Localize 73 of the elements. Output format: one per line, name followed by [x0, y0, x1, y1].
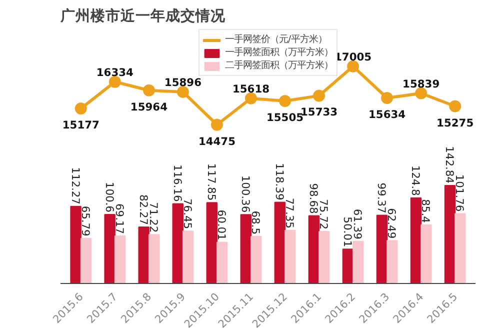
- data-label: 100.36: [238, 175, 252, 213]
- point: [108, 76, 121, 88]
- point: [244, 92, 257, 104]
- data-label: 15896: [164, 76, 202, 89]
- legend-label: 一手网签价（元/平方米）: [225, 33, 328, 46]
- legend-label: 一手网签面积（万平方米）: [225, 46, 333, 59]
- data-label: 124.8: [408, 165, 422, 196]
- data-label: 100.6: [102, 182, 116, 213]
- data-label: 16334: [96, 66, 134, 79]
- data-label: 99.37: [374, 182, 388, 214]
- point: [142, 84, 155, 96]
- bar: [454, 213, 466, 284]
- bar: [308, 215, 320, 284]
- bar: [240, 214, 252, 284]
- bar: [352, 240, 364, 284]
- data-label: 15618: [232, 82, 270, 96]
- legend-label: 二手网签面积（万平方米）: [225, 59, 333, 72]
- bar: [318, 231, 330, 284]
- point: [415, 87, 428, 100]
- data-label: 112.27: [68, 167, 82, 204]
- data-label: 15964: [130, 100, 168, 114]
- bar: [138, 226, 150, 284]
- data-label: 116.16: [170, 164, 184, 202]
- chart-title: 广州楼市近一年成交情况: [60, 6, 226, 24]
- bar: [80, 238, 92, 284]
- bar: [284, 230, 296, 284]
- data-label: 50.01: [340, 216, 354, 248]
- data-label: 77.35: [283, 198, 296, 228]
- bar: [386, 240, 398, 284]
- data-label: 62.49: [385, 208, 398, 239]
- data-label: 117.85: [204, 163, 218, 201]
- point: [279, 94, 292, 107]
- data-label: 75.72: [317, 199, 330, 230]
- point: [347, 60, 360, 72]
- data-label: 17005: [334, 50, 372, 64]
- data-label: 98.68: [306, 183, 320, 214]
- bar: [206, 202, 218, 284]
- point: [74, 102, 87, 115]
- data-label: 69.17: [113, 204, 126, 234]
- data-label: 118.39: [272, 162, 286, 200]
- data-label: 60.01: [215, 210, 228, 240]
- bar: [444, 184, 456, 284]
- data-label: 61.39: [351, 208, 364, 240]
- bar: [420, 224, 432, 284]
- bar: [376, 214, 388, 284]
- bar: [172, 203, 184, 284]
- data-label: 15634: [368, 108, 406, 121]
- data-label: 65.79: [79, 206, 92, 237]
- bar: [148, 234, 160, 284]
- data-label: 82.27: [136, 194, 150, 226]
- bar: [250, 236, 262, 284]
- point: [449, 100, 462, 112]
- bar: [274, 202, 286, 284]
- data-label: 71.22: [147, 202, 160, 233]
- bar: [182, 230, 194, 284]
- point: [210, 118, 223, 131]
- point: [176, 86, 189, 98]
- data-label: 15839: [402, 77, 440, 90]
- data-label: 76.45: [181, 198, 194, 230]
- bar: [114, 236, 126, 284]
- data-label: 14475: [198, 134, 236, 148]
- bar: [410, 197, 422, 284]
- data-label: 15177: [62, 118, 100, 132]
- data-label: 85.4: [419, 199, 432, 224]
- data-label: 68.5: [249, 210, 262, 234]
- point: [313, 90, 326, 102]
- data-label: 142.84: [442, 146, 456, 184]
- bar: [216, 242, 228, 284]
- bar: [104, 214, 116, 284]
- data-label: 15275: [436, 116, 474, 130]
- point: [381, 92, 394, 104]
- bar: [70, 206, 82, 284]
- data-label: 101.76: [453, 174, 466, 212]
